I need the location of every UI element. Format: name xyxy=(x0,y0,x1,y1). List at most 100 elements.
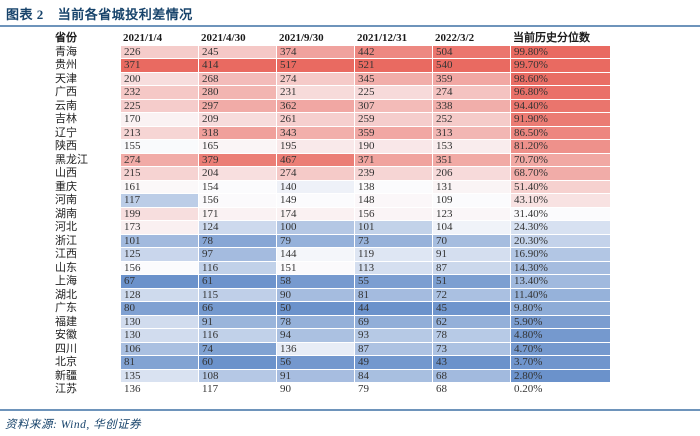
spread-value-cell: 540 xyxy=(433,59,510,72)
percentile-cell: 9.80% xyxy=(511,302,610,315)
spread-value-cell: 274 xyxy=(277,167,354,180)
percentile-cell: 51.40% xyxy=(511,180,610,193)
province-label: 浙江 xyxy=(55,234,77,247)
spread-value-cell: 67 xyxy=(121,275,198,288)
province-label: 福建 xyxy=(55,315,77,328)
spread-value-cell: 351 xyxy=(433,153,510,166)
province-label: 河南 xyxy=(55,194,77,206)
spread-value-cell: 359 xyxy=(433,72,510,85)
percentile-cell: 16.90% xyxy=(511,248,610,261)
province-label: 山东 xyxy=(55,261,77,274)
spread-value-cell: 151 xyxy=(277,261,354,274)
spread-value-cell: 130 xyxy=(121,315,198,328)
province-label: 湖南 xyxy=(55,207,77,220)
spread-value-cell: 117 xyxy=(121,194,198,207)
spread-value-cell: 232 xyxy=(121,86,198,99)
province-label: 江西 xyxy=(55,248,77,260)
spread-value-cell: 79 xyxy=(358,383,369,395)
province-label: 天津 xyxy=(55,72,77,85)
top-divider xyxy=(0,25,700,27)
spread-value-cell: 318 xyxy=(199,126,276,139)
spread-value-cell: 379 xyxy=(199,153,276,166)
percentile-cell: 4.70% xyxy=(511,342,610,355)
percentile-cell: 94.40% xyxy=(511,99,610,112)
spread-value-cell: 131 xyxy=(433,180,510,193)
spread-value-cell: 239 xyxy=(355,167,432,180)
spread-value-cell: 136 xyxy=(277,342,354,355)
spread-value-cell: 136 xyxy=(124,383,141,395)
spread-value-cell: 79 xyxy=(277,234,354,247)
spread-value-cell: 72 xyxy=(433,288,510,301)
spread-value-cell: 274 xyxy=(433,86,510,99)
spread-value-cell: 148 xyxy=(355,194,432,207)
spread-value-cell: 280 xyxy=(199,86,276,99)
percentile-cell: 0.20% xyxy=(514,383,543,395)
spread-value-cell: 101 xyxy=(121,234,198,247)
spread-value-cell: 123 xyxy=(433,207,510,220)
spread-value-cell: 80 xyxy=(121,302,198,315)
spread-value-cell: 68 xyxy=(433,369,510,382)
spread-value-cell: 101 xyxy=(355,221,432,234)
spread-value-cell: 97 xyxy=(199,248,276,261)
spread-value-cell: 91 xyxy=(277,369,354,382)
spread-value-cell: 165 xyxy=(199,140,276,153)
spread-value-cell: 517 xyxy=(277,59,354,72)
spread-value-cell: 195 xyxy=(277,140,354,153)
spread-value-cell: 149 xyxy=(277,194,354,207)
spread-value-cell: 45 xyxy=(433,302,510,315)
spread-value-cell: 204 xyxy=(199,167,276,180)
province-label: 新疆 xyxy=(55,369,77,382)
percentile-cell: 20.30% xyxy=(511,234,610,247)
spread-value-cell: 130 xyxy=(121,329,198,342)
province-label: 上海 xyxy=(55,275,77,287)
spread-value-cell: 90 xyxy=(277,288,354,301)
spread-value-cell: 81 xyxy=(355,288,432,301)
percentile-cell: 99.70% xyxy=(511,59,610,72)
spread-value-cell: 467 xyxy=(277,153,354,166)
spread-value-cell: 106 xyxy=(121,342,198,355)
spread-value-cell: 261 xyxy=(277,113,354,126)
spread-value-cell: 140 xyxy=(277,180,354,193)
spread-value-cell: 343 xyxy=(277,126,354,139)
percentile-cell: 86.50% xyxy=(511,126,610,139)
spread-value-cell: 371 xyxy=(355,153,432,166)
percentile-cell: 68.70% xyxy=(511,167,610,180)
province-label: 广东 xyxy=(55,302,77,314)
spread-value-cell: 521 xyxy=(355,59,432,72)
spread-value-cell: 108 xyxy=(199,369,276,382)
spread-value-cell: 268 xyxy=(199,72,276,85)
spread-value-cell: 81 xyxy=(121,356,198,369)
percentile-cell: 43.10% xyxy=(511,194,610,207)
spread-value-cell: 371 xyxy=(121,59,198,72)
province-label: 河北 xyxy=(55,221,77,233)
province-label: 江苏 xyxy=(55,383,77,395)
spread-value-cell: 297 xyxy=(199,99,276,112)
province-label: 辽宁 xyxy=(55,126,77,139)
spread-value-cell: 274 xyxy=(277,72,354,85)
percentile-cell: 5.90% xyxy=(511,315,610,328)
percentile-cell: 91.90% xyxy=(511,113,610,126)
spread-value-cell: 44 xyxy=(355,302,432,315)
spread-value-cell: 93 xyxy=(355,329,432,342)
spread-value-cell: 91 xyxy=(433,248,510,261)
spread-value-cell: 125 xyxy=(121,248,198,261)
spread-value-cell: 73 xyxy=(433,342,510,355)
spread-value-cell: 51 xyxy=(433,275,510,288)
spread-value-cell: 100 xyxy=(277,221,354,234)
spread-value-cell: 124 xyxy=(199,221,276,234)
spread-value-cell: 171 xyxy=(199,207,276,220)
province-label: 湖北 xyxy=(55,288,77,301)
province-label: 青海 xyxy=(55,45,77,58)
spread-value-cell: 135 xyxy=(121,369,198,382)
spread-value-cell: 128 xyxy=(121,288,198,301)
spread-value-cell: 307 xyxy=(355,99,432,112)
spread-value-cell: 226 xyxy=(121,45,198,58)
spread-value-cell: 206 xyxy=(433,167,510,180)
column-header: 当前历史分位数 xyxy=(513,32,590,44)
spread-value-cell: 153 xyxy=(433,140,510,153)
spread-value-cell: 138 xyxy=(355,180,432,193)
spread-value-cell: 61 xyxy=(199,275,276,288)
province-label: 广西 xyxy=(55,86,77,98)
spread-value-cell: 90 xyxy=(280,383,291,395)
province-label: 贵州 xyxy=(55,59,77,71)
